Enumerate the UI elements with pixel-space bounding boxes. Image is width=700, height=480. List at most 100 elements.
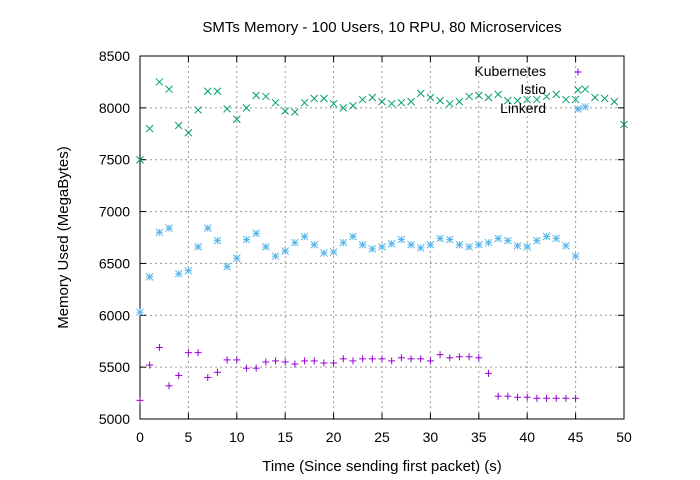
- kubernetes-point: [417, 355, 425, 363]
- istio-point: [271, 98, 280, 107]
- kubernetes-point: [426, 357, 434, 365]
- istio-point: [397, 98, 406, 107]
- istio-point: [358, 95, 367, 104]
- linkerd-point: [165, 224, 173, 233]
- linkerd-point: [136, 308, 144, 317]
- istio-point: [310, 94, 319, 103]
- kubernetes-point: [494, 392, 502, 400]
- istio-point: [261, 92, 270, 101]
- linkerd-point: [261, 242, 270, 251]
- kubernetes-point: [223, 356, 231, 364]
- kubernetes-point: [301, 357, 309, 365]
- istio-point: [349, 101, 357, 110]
- linkerd-point: [436, 234, 444, 243]
- kubernetes-point: [514, 393, 522, 401]
- istio-point: [484, 93, 493, 102]
- istio-point: [329, 99, 338, 108]
- y-tick-label: 6500: [99, 255, 130, 271]
- kubernetes-point: [572, 394, 580, 402]
- legend-label-linkerd: Linkerd: [500, 100, 546, 116]
- istio-point: [165, 85, 173, 94]
- linkerd-point: [320, 249, 328, 257]
- x-tick-label: 5: [185, 429, 193, 445]
- kubernetes-point: [446, 354, 454, 362]
- linkerd-point: [252, 229, 261, 238]
- istio-point: [339, 104, 348, 112]
- istio-point: [291, 108, 299, 116]
- x-tick-label: 20: [326, 429, 342, 445]
- istio-point: [436, 96, 444, 105]
- kubernetes-point: [504, 392, 512, 400]
- linkerd-point: [213, 236, 222, 245]
- linkerd-point: [562, 241, 570, 250]
- linkerd-point: [184, 266, 193, 275]
- y-tick-label: 8500: [99, 48, 130, 64]
- linkerd-point: [416, 244, 425, 252]
- istio-point: [581, 85, 590, 94]
- y-tick-label: 8000: [99, 100, 130, 116]
- x-tick-label: 15: [277, 429, 293, 445]
- kubernetes-point: [543, 394, 551, 402]
- istio-point: [242, 104, 251, 112]
- x-tick-label: 0: [136, 429, 144, 445]
- kubernetes-point: [233, 356, 241, 364]
- istio-point: [203, 87, 212, 96]
- linkerd-point: [223, 262, 231, 271]
- linkerd-point: [503, 236, 512, 245]
- kubernetes-point: [397, 354, 405, 362]
- istio-point: [174, 121, 183, 130]
- istio-point: [620, 120, 628, 129]
- istio-point: [455, 97, 464, 106]
- istio-point: [571, 95, 580, 104]
- series-istio: [136, 78, 628, 164]
- x-tick-label: 35: [471, 429, 487, 445]
- linkerd-point: [445, 235, 454, 244]
- linkerd-point: [329, 248, 338, 256]
- kubernetes-point: [242, 364, 250, 372]
- kubernetes-point: [330, 359, 338, 367]
- x-tick-label: 45: [568, 429, 584, 445]
- kubernetes-point: [175, 371, 183, 379]
- kubernetes-point: [252, 364, 260, 372]
- legend-symbol: [574, 68, 582, 76]
- istio-point: [494, 90, 503, 99]
- y-tick-label: 6000: [99, 307, 130, 323]
- kubernetes-point: [465, 353, 473, 361]
- linkerd-point: [533, 236, 541, 245]
- linkerd-point: [465, 242, 473, 251]
- linkerd-point: [271, 252, 280, 261]
- kubernetes-point: [562, 394, 570, 402]
- istio-point: [445, 99, 454, 108]
- legend: Kubernetes Istio Linkerd: [474, 63, 582, 116]
- istio-point: [368, 93, 377, 102]
- linkerd-point: [242, 235, 251, 244]
- istio-point: [542, 92, 551, 101]
- kubernetes-point: [455, 353, 463, 361]
- chart-title: SMTs Memory - 100 Users, 10 RPU, 80 Micr…: [202, 19, 561, 36]
- kubernetes-point: [378, 355, 386, 363]
- x-tick-label: 50: [616, 429, 632, 445]
- istio-point: [252, 91, 261, 100]
- kubernetes-point: [194, 349, 202, 357]
- x-tick-labels: 0 5 10 15 20 25 30 35 40 45 50: [136, 429, 632, 445]
- linkerd-point: [513, 241, 522, 250]
- linkerd-point: [474, 240, 483, 249]
- linkerd-point: [455, 240, 464, 249]
- istio-point: [513, 96, 522, 105]
- data-points: [136, 78, 628, 404]
- linkerd-point: [281, 247, 290, 255]
- grid-lines: [140, 56, 624, 419]
- istio-point: [416, 89, 425, 98]
- linkerd-point: [232, 254, 241, 263]
- istio-point: [610, 97, 619, 106]
- linkerd-point: [581, 102, 590, 111]
- linkerd-point: [155, 228, 164, 237]
- legend-marker-linkerd: [574, 105, 582, 113]
- linkerd-point: [368, 245, 377, 253]
- istio-point: [232, 115, 241, 124]
- y-tick-label: 5500: [99, 359, 130, 375]
- istio-point: [281, 107, 290, 115]
- istio-point: [465, 92, 473, 101]
- x-axis-label: Time (Since sending first packet) (s): [262, 458, 502, 475]
